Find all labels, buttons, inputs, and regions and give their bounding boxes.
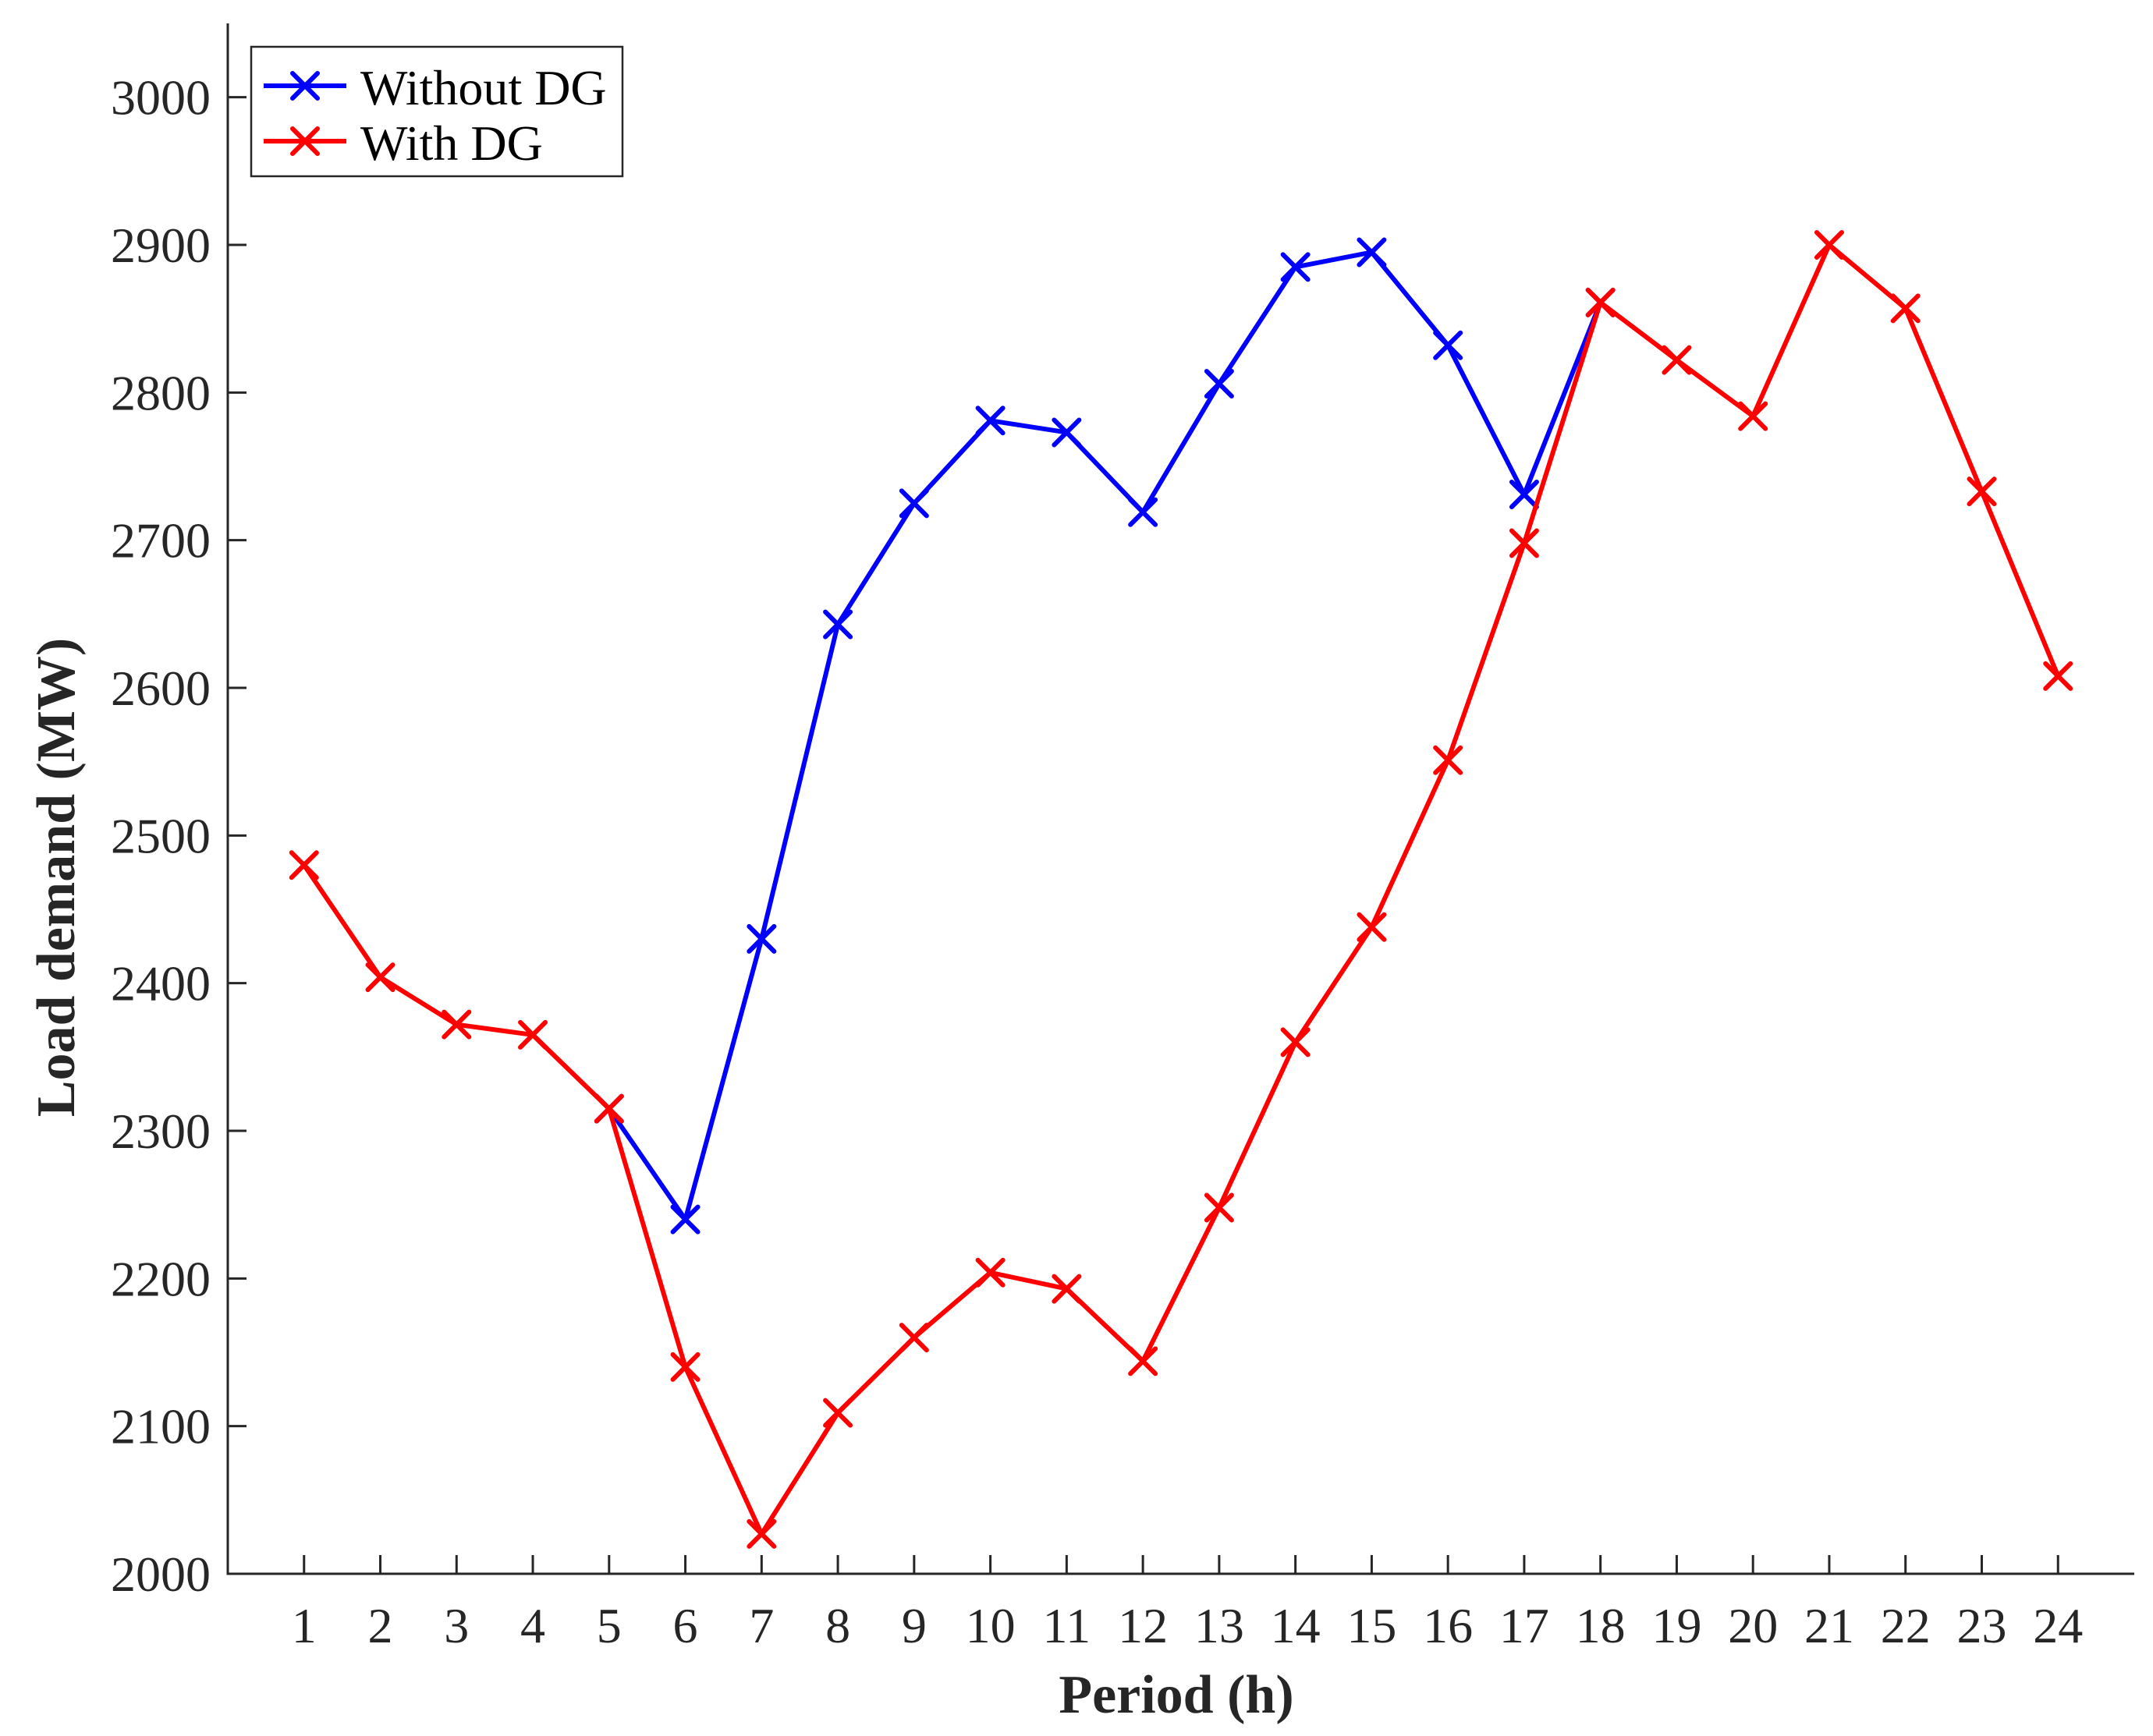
- data-point-marker: [1890, 293, 1921, 324]
- data-point-marker: [1509, 528, 1539, 558]
- axes: [226, 23, 2134, 1575]
- data-point-marker: [899, 1323, 929, 1353]
- legend-swatch-marker: [290, 126, 320, 156]
- x-tick-label: 1: [292, 1598, 317, 1653]
- x-tick-label: 23: [1956, 1598, 2006, 1653]
- x-tick-label: 21: [1804, 1598, 1854, 1653]
- data-point-marker: [1052, 417, 1082, 448]
- x-tick-label: 15: [1346, 1598, 1396, 1653]
- data-point-marker: [518, 1019, 548, 1050]
- x-tick-label: 2: [368, 1598, 393, 1653]
- legend-swatch-marker: [290, 71, 320, 101]
- data-point-marker: [1662, 345, 1692, 375]
- x-tick-label: 24: [2033, 1598, 2083, 1653]
- x-tick-label: 4: [520, 1598, 545, 1653]
- data-point-marker: [289, 850, 319, 880]
- data-point-marker: [747, 1518, 777, 1549]
- data-point-marker: [1280, 1027, 1311, 1058]
- x-axis-title: Period (h): [1059, 1665, 1293, 1725]
- legend-box: [250, 45, 624, 178]
- data-point-marker: [975, 1257, 1006, 1288]
- data-point-marker: [975, 406, 1006, 436]
- data-point-marker: [1128, 497, 1158, 527]
- data-point-marker: [670, 1204, 701, 1235]
- data-point-marker: [1128, 1346, 1158, 1376]
- y-tick-label: 2400: [111, 956, 211, 1011]
- x-tick-label: 20: [1728, 1598, 1778, 1653]
- data-point-marker: [1967, 477, 1997, 507]
- data-point-marker: [594, 1093, 624, 1124]
- data-point-marker: [747, 923, 777, 954]
- x-tick-label: 11: [1043, 1598, 1091, 1653]
- x-tick-label: 10: [966, 1598, 1016, 1653]
- x-tick-label: 17: [1499, 1598, 1549, 1653]
- x-tick-label: 16: [1423, 1598, 1473, 1653]
- data-point-marker: [365, 962, 395, 993]
- data-point-marker: [442, 1009, 472, 1040]
- y-tick-label: 2500: [111, 808, 211, 863]
- data-point-marker: [1509, 479, 1539, 509]
- y-tick-label: 2200: [111, 1251, 211, 1306]
- y-axis-title: Load demand (MW): [27, 638, 87, 1117]
- x-tick-label: 8: [825, 1598, 850, 1653]
- x-tick-label: 22: [1881, 1598, 1931, 1653]
- x-tick-label: 3: [444, 1598, 469, 1653]
- x-tick-label: 6: [673, 1598, 698, 1653]
- axis-frame: [226, 23, 2134, 1575]
- data-point-marker: [1204, 368, 1234, 399]
- y-tick-label: 2000: [111, 1546, 211, 1602]
- x-tick-label: 18: [1576, 1598, 1626, 1653]
- data-point-marker: [670, 1352, 701, 1382]
- y-tick-label: 2700: [111, 513, 211, 569]
- x-tick-label: 5: [597, 1598, 622, 1653]
- x-tick-label: 14: [1271, 1598, 1321, 1653]
- series-line: [607, 250, 1603, 1222]
- data-point-marker: [1738, 401, 1768, 431]
- series-without-dg: [594, 237, 1616, 1235]
- y-tick-label: 2600: [111, 661, 211, 716]
- data-point-marker: [1280, 252, 1311, 282]
- y-axis-ticks: 2000 2100 2200 2300 2400 2500 2600 2700 2800 2900…: [111, 70, 247, 1602]
- x-tick-label: 13: [1194, 1598, 1244, 1653]
- legend-label-without-dg: Without DG: [360, 60, 607, 115]
- x-tick-label: 9: [902, 1598, 927, 1653]
- data-point-marker: [1433, 330, 1463, 360]
- data-point-marker: [1357, 237, 1387, 267]
- series-layer: [289, 230, 2073, 1549]
- data-point-marker: [1814, 230, 1844, 260]
- legend-label-with-dg: With DG: [360, 115, 543, 171]
- series-with-dg: [289, 230, 2073, 1549]
- legend: Without DG With DG: [250, 45, 624, 178]
- data-point-marker: [899, 488, 929, 519]
- data-point-marker: [823, 609, 853, 639]
- series-line: [302, 243, 2061, 1536]
- data-point-marker: [1204, 1192, 1234, 1223]
- data-point-marker: [823, 1398, 853, 1428]
- y-tick-label: 2800: [111, 365, 211, 420]
- data-point-marker: [2043, 661, 2073, 691]
- x-tick-label: 12: [1118, 1598, 1168, 1653]
- data-point-marker: [1357, 912, 1387, 942]
- y-tick-label: 3000: [111, 70, 211, 126]
- data-point-marker: [1433, 745, 1463, 775]
- data-point-marker: [1585, 287, 1616, 317]
- x-tick-label: 7: [749, 1598, 774, 1653]
- data-point-marker: [1052, 1274, 1082, 1304]
- y-tick-label: 2100: [111, 1399, 211, 1454]
- x-tick-label: 19: [1651, 1598, 1701, 1653]
- y-tick-label: 2900: [111, 218, 211, 273]
- x-axis-ticks: 1 2 3 4 5 6 7 8 9 10 11 12 13 14 15 16 17 18 19 20 21 22 23 24: [292, 1555, 2083, 1653]
- y-tick-label: 2300: [111, 1104, 211, 1159]
